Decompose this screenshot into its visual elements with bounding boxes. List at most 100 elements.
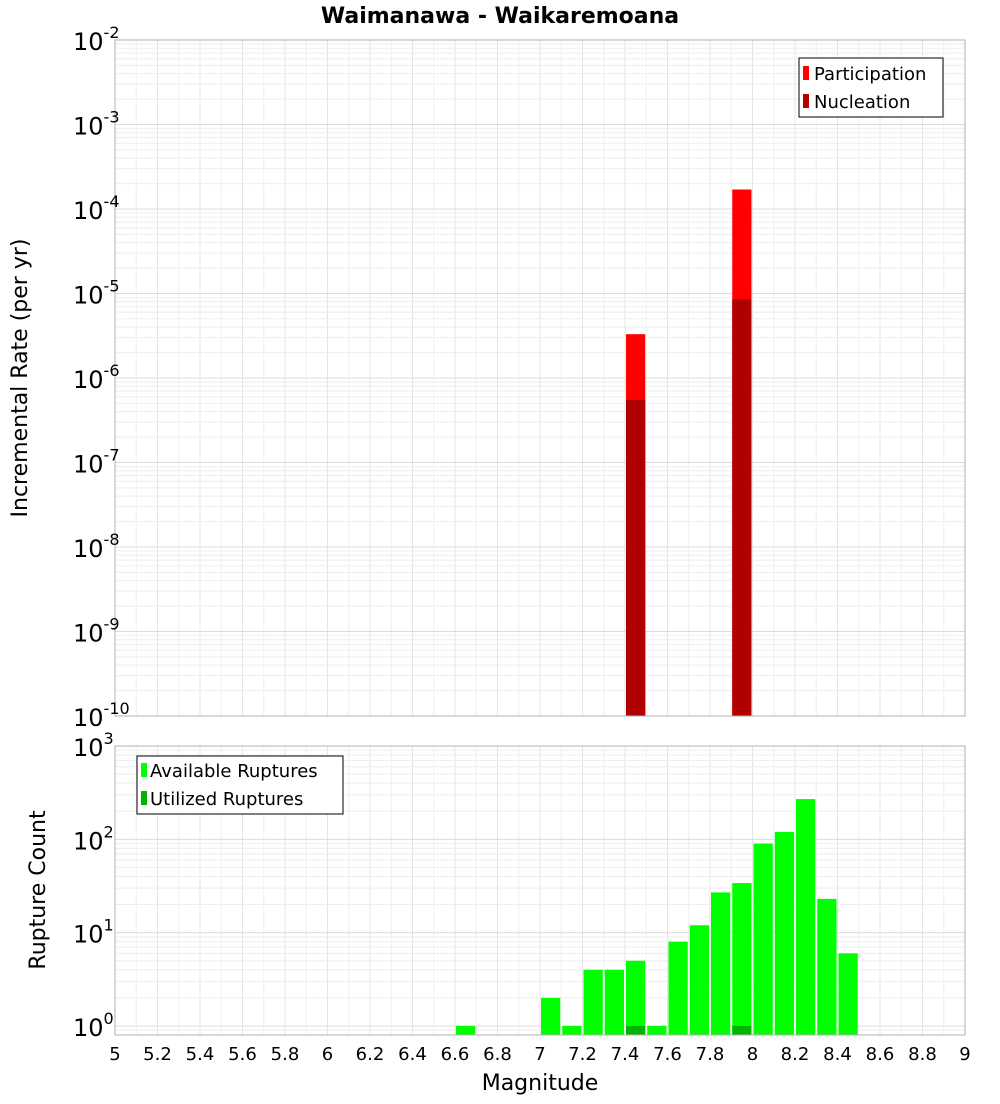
legend-label-participation: Participation xyxy=(814,64,926,85)
legend-label-utilized: Utilized Ruptures xyxy=(150,789,303,810)
tick-base: 10 xyxy=(73,921,104,949)
x-tick-label: 8.2 xyxy=(781,1044,810,1065)
bottom-legend: Available Ruptures Utilized Ruptures xyxy=(136,755,344,815)
bottom-y-tick-label: 100 xyxy=(73,1009,114,1042)
top-plot-grid xyxy=(114,40,966,717)
tick-exponent: -8 xyxy=(104,530,120,549)
tick-base: 10 xyxy=(73,535,104,563)
x-tick-label: 9 xyxy=(959,1044,970,1065)
legend-swatch-nucleation xyxy=(803,94,809,108)
top-y-tick-label: 10-2 xyxy=(73,23,120,56)
tick-base: 10 xyxy=(73,451,104,479)
tick-exponent: -6 xyxy=(104,361,120,380)
bottom-bar-utilized-ruptures xyxy=(732,1025,752,1035)
tick-base: 10 xyxy=(73,827,104,855)
bottom-bar-available-ruptures xyxy=(668,941,688,1035)
x-tick-label: 5.2 xyxy=(143,1044,172,1065)
tick-base: 10 xyxy=(73,28,104,56)
tick-exponent: 2 xyxy=(104,822,114,841)
x-tick-label: 5.4 xyxy=(186,1044,215,1065)
tick-exponent: 3 xyxy=(104,729,114,748)
tick-base: 10 xyxy=(73,734,104,762)
tick-base: 10 xyxy=(73,113,104,141)
tick-exponent: -10 xyxy=(104,699,130,718)
x-tick-label: 8.8 xyxy=(908,1044,937,1065)
tick-base: 10 xyxy=(73,620,104,648)
x-axis-label: Magnitude xyxy=(482,1071,599,1096)
legend-swatch-available xyxy=(141,763,147,777)
tick-exponent: -2 xyxy=(104,23,120,42)
tick-exponent: -3 xyxy=(104,108,120,127)
tick-exponent: 0 xyxy=(104,1009,114,1028)
top-y-tick-label: 10-7 xyxy=(73,446,120,479)
x-tick-label: 8.6 xyxy=(866,1044,895,1065)
bottom-bar-available-ruptures xyxy=(562,1025,582,1035)
bottom-bar-available-ruptures xyxy=(456,1025,476,1035)
bottom-bar-available-ruptures xyxy=(711,892,731,1035)
top-y-tick-label: 10-10 xyxy=(73,699,130,732)
tick-base: 10 xyxy=(73,704,104,732)
chart-title: Waimanawa - Waikaremoana xyxy=(321,4,679,29)
top-y-tick-label: 10-8 xyxy=(73,530,120,563)
top-y-tick-label: 10-3 xyxy=(73,108,120,141)
tick-exponent: -9 xyxy=(104,615,120,634)
bottom-bar-available-ruptures xyxy=(753,843,773,1035)
bottom-bar-available-ruptures xyxy=(817,898,837,1035)
top-y-tick-label: 10-9 xyxy=(73,615,120,648)
top-plot-bars xyxy=(626,189,752,716)
tick-base: 10 xyxy=(73,197,104,225)
bottom-bar-available-ruptures xyxy=(796,799,816,1035)
bottom-bar-available-ruptures xyxy=(774,831,794,1035)
tick-base: 10 xyxy=(73,282,104,310)
bottom-y-tick-label: 103 xyxy=(73,729,114,762)
x-tick-label: 7.4 xyxy=(611,1044,640,1065)
bottom-legend-box xyxy=(136,755,344,815)
tick-exponent: 1 xyxy=(104,916,114,935)
bottom-bar-available-ruptures xyxy=(583,969,603,1035)
x-tick-label: 5 xyxy=(109,1044,120,1065)
top-legend: Participation Nucleation xyxy=(798,57,944,118)
bottom-bar-available-ruptures xyxy=(647,1025,667,1035)
x-tick-label: 6.2 xyxy=(356,1044,385,1065)
top-y-tick-label: 10-4 xyxy=(73,192,120,225)
top-bar-nucleation xyxy=(732,299,752,716)
bottom-y-tick-label: 101 xyxy=(73,916,114,949)
bottom-bar-available-ruptures xyxy=(689,925,709,1035)
bottom-bar-available-ruptures xyxy=(541,997,561,1035)
top-bar-nucleation xyxy=(626,399,646,716)
x-tick-label: 8.4 xyxy=(823,1044,852,1065)
x-tick-label: 6.6 xyxy=(441,1044,470,1065)
x-tick-label: 5.6 xyxy=(228,1044,257,1065)
legend-label-nucleation: Nucleation xyxy=(814,92,910,113)
bottom-y-axis-label: Rupture Count xyxy=(26,810,51,970)
x-tick-label: 6.8 xyxy=(483,1044,512,1065)
x-tick-label: 7.6 xyxy=(653,1044,682,1065)
tick-exponent: -5 xyxy=(104,277,120,296)
top-plot-frame xyxy=(114,39,966,717)
top-y-axis-label: Incremental Rate (per yr) xyxy=(8,239,33,518)
x-tick-label: 7.2 xyxy=(568,1044,597,1065)
bottom-bar-available-ruptures xyxy=(732,883,752,1035)
bottom-bar-available-ruptures xyxy=(604,969,624,1035)
legend-label-available: Available Ruptures xyxy=(150,761,318,782)
tick-exponent: -7 xyxy=(104,446,120,465)
bottom-plot-bars xyxy=(456,799,858,1035)
tick-base: 10 xyxy=(73,366,104,394)
x-tick-label: 6.4 xyxy=(398,1044,427,1065)
x-tick-label: 5.8 xyxy=(271,1044,300,1065)
legend-swatch-utilized xyxy=(141,791,147,805)
bottom-bar-available-ruptures xyxy=(838,953,858,1035)
x-tick-label: 7.8 xyxy=(696,1044,725,1065)
top-y-tick-label: 10-6 xyxy=(73,361,120,394)
tick-base: 10 xyxy=(73,1014,104,1042)
tick-exponent: -4 xyxy=(104,192,120,211)
x-tick-label: 6 xyxy=(322,1044,333,1065)
legend-swatch-participation xyxy=(803,66,809,80)
bottom-bar-utilized-ruptures xyxy=(626,1025,646,1035)
bottom-plot-frame xyxy=(114,745,966,1036)
top-y-tick-label: 10-5 xyxy=(73,277,120,310)
